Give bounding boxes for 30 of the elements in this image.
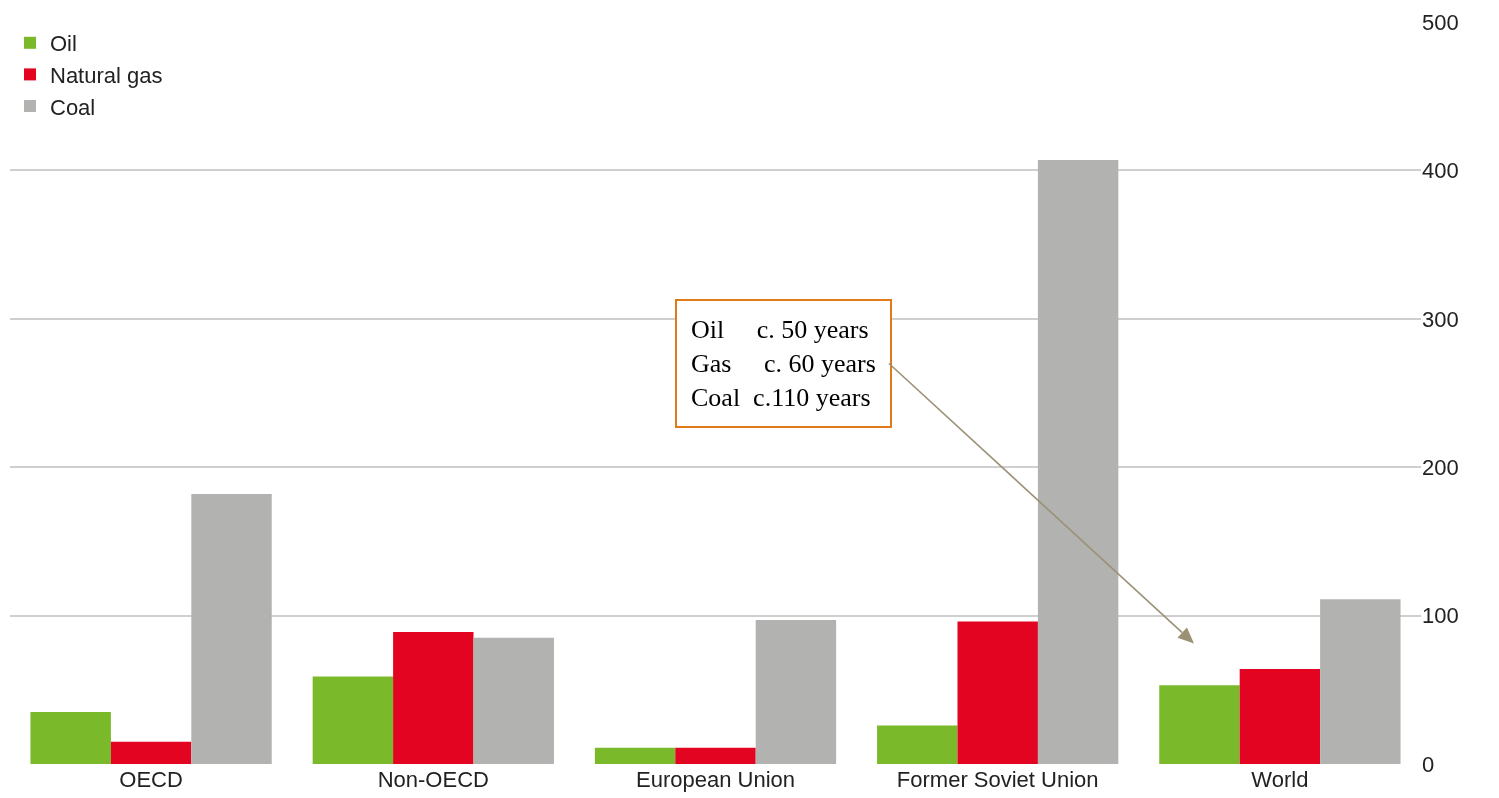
- bar: [110, 741, 192, 764]
- y-tick-label: 400: [1422, 158, 1459, 184]
- legend-label: Coal: [50, 94, 96, 120]
- y-tick-label: 300: [1422, 306, 1459, 332]
- y-tick-label: 100: [1422, 603, 1459, 629]
- bar: [1239, 669, 1321, 764]
- bar: [1037, 160, 1119, 764]
- bar: [473, 637, 554, 764]
- bar: [594, 747, 676, 764]
- x-tick-label: OECD: [119, 767, 183, 792]
- bar: [675, 747, 756, 764]
- bar: [30, 712, 111, 764]
- y-tick-label: 200: [1422, 454, 1459, 480]
- bar: [191, 493, 272, 764]
- x-tick-label: Former Soviet Union: [896, 767, 1099, 792]
- y-tick-label: 500: [1422, 9, 1459, 35]
- y-tick-label: 0: [1422, 751, 1435, 777]
- bar: [1159, 685, 1240, 764]
- x-tick-label: Non-OECD: [377, 767, 489, 792]
- x-tick-label: European Union: [635, 767, 796, 792]
- bar: [755, 620, 837, 764]
- legend-label: Natural gas: [50, 62, 163, 88]
- annotation: Oil c. 50 years Gas c. 60 years Coal c.110 years: [691, 315, 876, 412]
- x-tick-label: World: [1251, 767, 1309, 792]
- bar: [1320, 599, 1401, 764]
- bar: [877, 725, 958, 764]
- bar: [312, 676, 394, 764]
- bar: [393, 631, 474, 764]
- legend-label: Oil: [50, 31, 77, 57]
- bar: [957, 621, 1038, 764]
